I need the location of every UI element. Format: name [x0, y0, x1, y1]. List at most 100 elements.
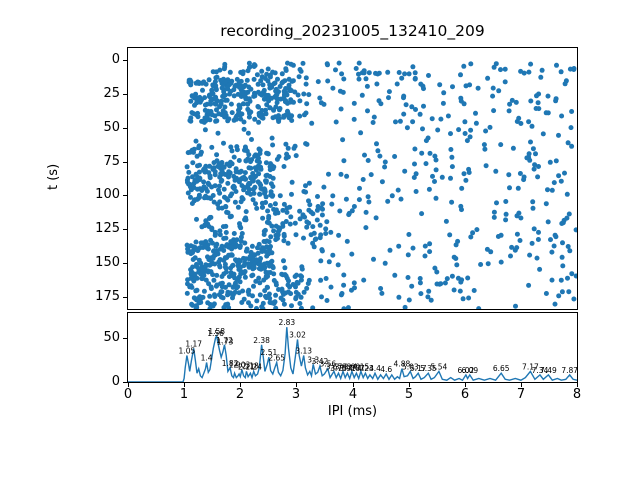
scatter-point	[231, 117, 237, 123]
scatter-point	[228, 144, 234, 150]
scatter-point	[221, 257, 227, 263]
scatter-point	[253, 201, 258, 207]
scatter-point	[251, 261, 257, 267]
scatter-point	[503, 211, 509, 217]
scatter-point	[207, 175, 213, 181]
scatter-point	[267, 82, 273, 88]
scatter-point	[514, 245, 520, 251]
scatter-point	[269, 135, 275, 141]
scatter-point	[231, 154, 237, 160]
scatter-point	[441, 90, 447, 96]
scatter-point	[265, 151, 271, 156]
scatter-point	[448, 175, 453, 181]
scatter-point	[301, 235, 306, 241]
scatter-point	[222, 104, 228, 110]
x-axis-label: IPI (ms)	[327, 404, 378, 419]
scatter-point	[268, 234, 274, 240]
scatter-point	[498, 259, 504, 265]
scatter-point	[202, 243, 208, 249]
peak-annotation: 3.42	[312, 357, 329, 366]
x-tickmark	[465, 383, 466, 387]
scatter-point	[292, 89, 298, 95]
scatter-point	[269, 250, 275, 256]
scatter-point	[402, 304, 408, 309]
scatter-point	[197, 245, 203, 251]
scatter-point	[206, 224, 212, 229]
scatter-point	[378, 286, 384, 291]
scatter-point	[297, 301, 303, 306]
peak-annotation: 3.91	[339, 364, 356, 373]
scatter-point	[392, 272, 398, 278]
x-tick-label: 8	[572, 387, 582, 402]
scatter-point	[283, 98, 289, 104]
scatter-point	[318, 232, 324, 238]
scatter-point	[310, 240, 316, 246]
peak-annotation: 3.83	[335, 362, 352, 371]
scatter-point	[363, 76, 369, 82]
scatter-point	[324, 61, 330, 67]
scatter-point	[513, 303, 518, 309]
scatter-point	[194, 216, 199, 222]
scatter-point	[225, 118, 231, 124]
scatter-point	[249, 174, 255, 180]
scatter-point	[260, 215, 266, 221]
x-tickmark	[521, 383, 522, 387]
scatter-point	[285, 240, 291, 246]
scatter-point	[261, 87, 267, 93]
scatter-point	[247, 254, 253, 260]
scatter-point	[413, 107, 418, 112]
scatter-point	[502, 79, 508, 85]
scatter-point	[293, 153, 299, 159]
scatter-point	[493, 168, 499, 174]
scatter-point	[196, 257, 202, 263]
scatter-point	[228, 80, 234, 86]
scatter-point	[462, 119, 468, 125]
scatter-point	[569, 109, 575, 114]
scatter-point	[552, 232, 558, 238]
peak-annotation: 3.13	[295, 347, 312, 356]
scatter-point	[249, 243, 255, 249]
scatter-point	[485, 75, 491, 81]
scatter-point	[335, 262, 341, 268]
scatter-point	[252, 116, 258, 122]
scatter-point	[385, 198, 391, 204]
scatter-point	[283, 66, 289, 72]
scatter-point	[212, 183, 218, 189]
scatter-point	[565, 244, 571, 249]
scatter-point	[193, 303, 199, 309]
scatter-point	[427, 241, 433, 247]
scatter-point	[242, 170, 248, 176]
scatter-point	[339, 291, 345, 296]
scatter-point	[336, 232, 342, 238]
scatter-point	[567, 248, 573, 254]
scatter-point	[356, 60, 362, 66]
scatter-point	[433, 195, 439, 201]
scatter-point	[227, 214, 233, 220]
scatter-point	[569, 143, 575, 149]
scatter-point	[297, 208, 303, 214]
scatter-point	[253, 257, 259, 263]
scatter-point	[263, 179, 269, 185]
scatter-point	[483, 128, 489, 134]
scatter-point	[547, 159, 553, 165]
scatter-point	[239, 183, 245, 189]
scatter-point	[279, 286, 285, 292]
scatter-point	[564, 191, 570, 197]
scatter-point	[193, 91, 199, 97]
scatter-point	[303, 75, 309, 81]
scatter-point	[190, 174, 195, 180]
scatter-point	[344, 238, 350, 244]
scatter-point	[241, 174, 247, 180]
scatter-point	[238, 225, 244, 231]
scatter-point	[253, 278, 259, 284]
scatter-point	[508, 253, 513, 259]
y-tick-label: 175	[95, 289, 120, 304]
peak-annotation: 2.51	[261, 348, 278, 357]
scatter-point	[543, 201, 549, 207]
scatter-point	[467, 82, 473, 88]
scatter-point	[231, 231, 237, 236]
scatter-point	[396, 243, 402, 249]
scatter-point	[458, 203, 464, 209]
scatter-point	[560, 263, 566, 269]
scatter-point	[299, 266, 305, 272]
